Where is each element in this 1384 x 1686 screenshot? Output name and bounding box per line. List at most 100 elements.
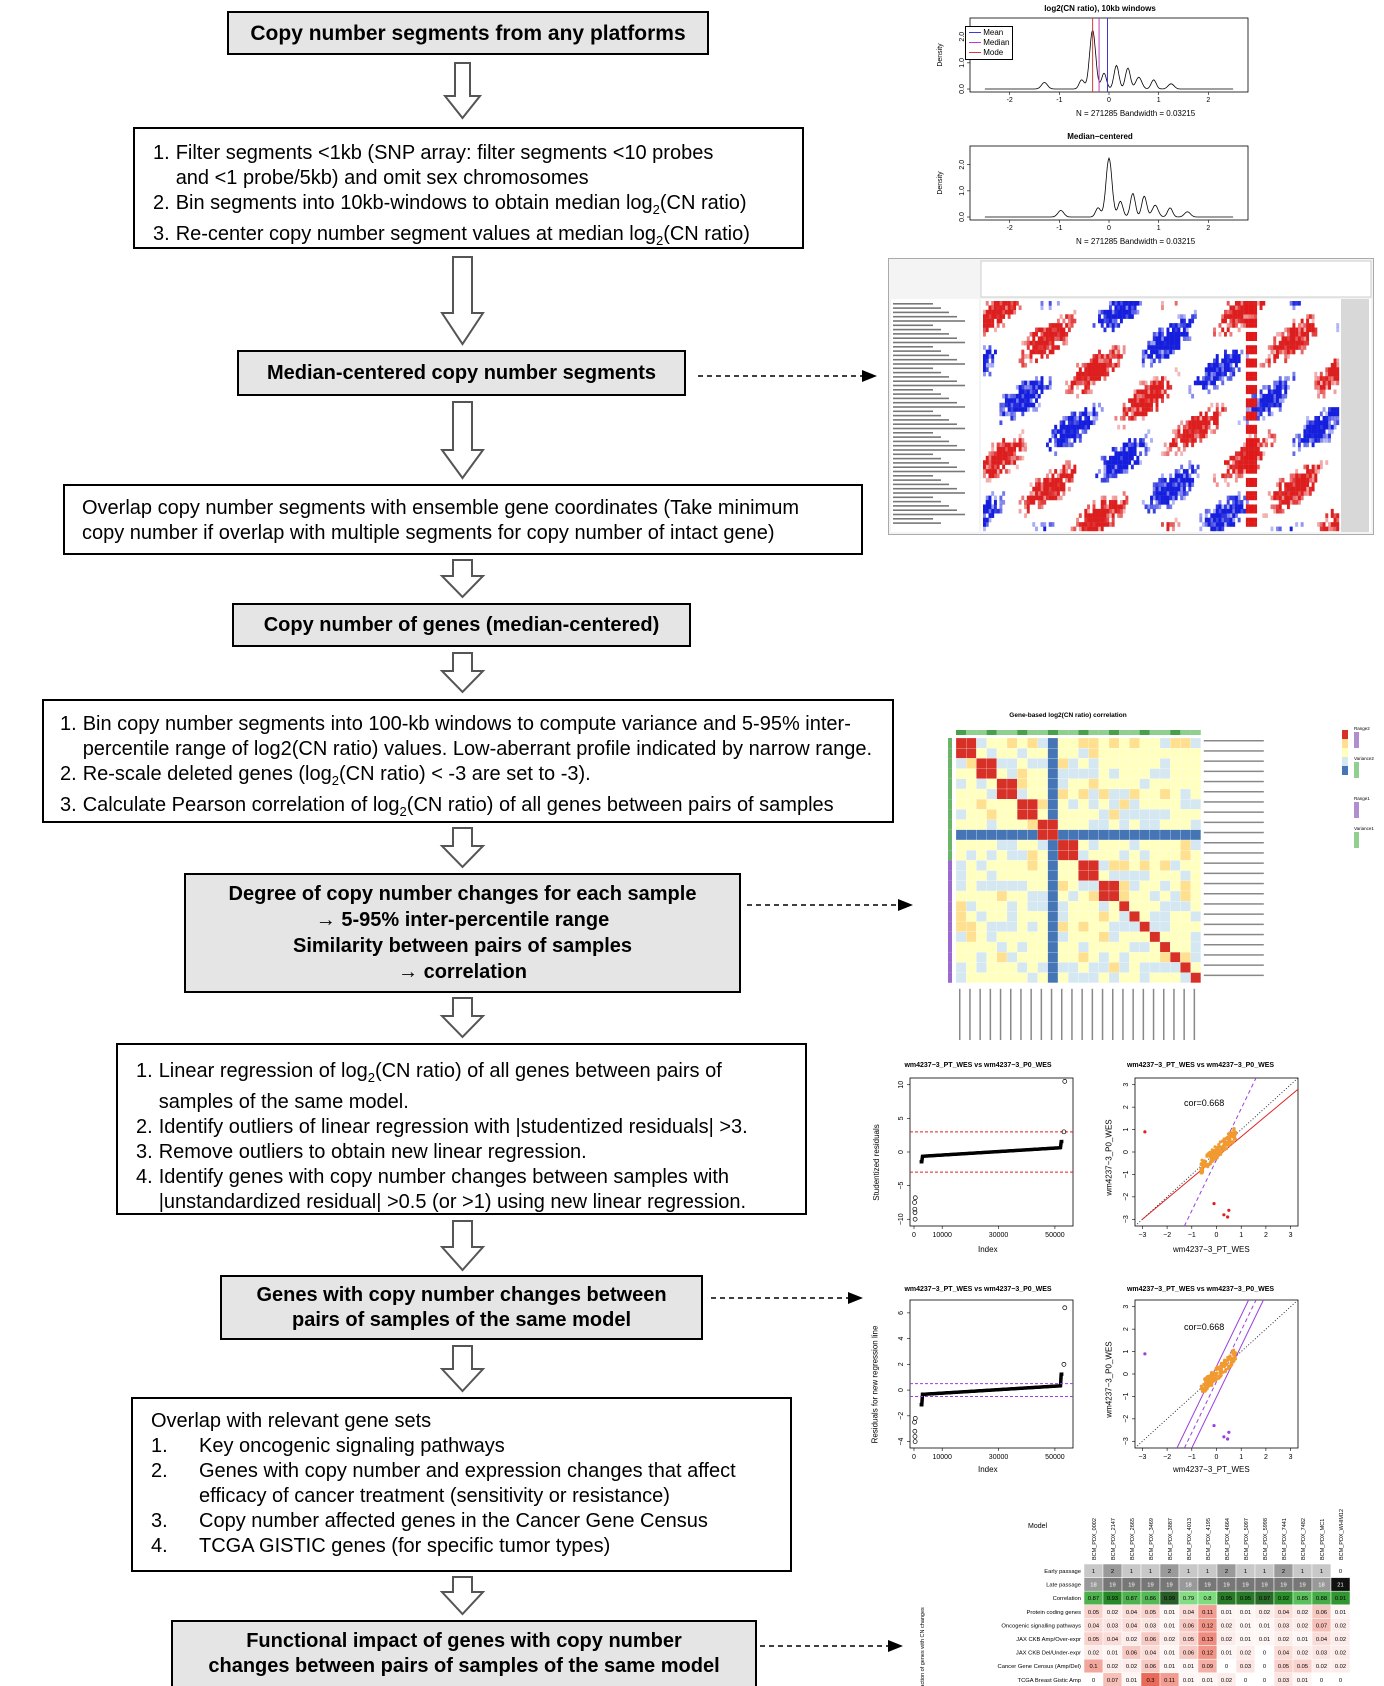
col-label — [1173, 988, 1175, 1040]
table-value: 1 — [1187, 1569, 1190, 1575]
cn-cell — [988, 309, 992, 315]
row-label: JAX CKB Del/Under-expr — [1016, 1651, 1081, 1657]
table-value: 0.02 — [1164, 1637, 1175, 1643]
cn-cell — [1303, 336, 1307, 342]
gene-point — [1228, 1354, 1232, 1358]
corr-cell — [1108, 921, 1120, 932]
side-label: Fraction of genes with CN changes — [920, 1607, 926, 1686]
corr-cell — [1057, 972, 1069, 983]
cn-cell — [1106, 464, 1110, 470]
cn-cell — [1114, 451, 1118, 457]
corr-cell — [1057, 962, 1069, 973]
cn-cell — [1262, 513, 1266, 518]
cn-cell — [1103, 371, 1107, 377]
corr-cell — [955, 768, 967, 779]
cn-cell — [1150, 504, 1153, 510]
cn-cell — [1084, 508, 1088, 514]
corr-cell — [1037, 972, 1048, 983]
arrow-down-5 — [439, 652, 486, 694]
side-annotation — [948, 748, 952, 759]
cn-cell — [1171, 495, 1175, 501]
cn-cell — [1248, 411, 1252, 417]
cn-cell — [1180, 464, 1184, 470]
cn-cell — [991, 491, 995, 496]
cn-cell — [1292, 323, 1296, 328]
corr-cell — [1068, 931, 1079, 943]
y-tick-label: 0.0 — [959, 84, 966, 94]
cn-cell — [1067, 429, 1071, 434]
cn-cell — [1081, 420, 1085, 426]
cn-cell — [1111, 473, 1115, 479]
cn-cell — [1111, 460, 1115, 465]
cn-cell — [1303, 442, 1307, 448]
y-tick-label: 4 — [898, 1337, 905, 1341]
cn-cell — [1054, 442, 1058, 448]
cn-cell — [999, 495, 1003, 501]
cn-cell — [1056, 327, 1060, 333]
cn-cell — [1084, 376, 1088, 381]
corr-cell — [966, 850, 977, 861]
cn-cell — [1207, 424, 1211, 430]
x-tick-label: 30000 — [989, 1454, 1009, 1461]
cn-cell — [1100, 526, 1104, 532]
y-tick-label: 1.0 — [959, 58, 966, 68]
corr-cell — [1068, 809, 1079, 820]
cn-cell — [1330, 526, 1334, 532]
cn-cell — [988, 508, 992, 514]
cn-cell — [1188, 438, 1192, 443]
cn-cell — [999, 411, 1003, 417]
cn-cell — [1223, 508, 1227, 514]
cn-cell — [1161, 398, 1164, 403]
cn-cell — [1185, 323, 1189, 328]
cn-cell — [1117, 469, 1121, 474]
cn-cell — [1215, 354, 1219, 359]
x-tick-label: 0 — [912, 1232, 916, 1239]
cn-cell — [1234, 477, 1238, 483]
cn-cell — [1251, 491, 1255, 496]
cn-cell — [1221, 314, 1225, 319]
cn-cell — [1054, 429, 1058, 434]
table-value: 0.02 — [1107, 1610, 1118, 1616]
cn-cell — [1254, 331, 1258, 337]
corr-cell — [996, 931, 1008, 943]
corr-cell — [1057, 819, 1069, 830]
corr-cell — [1108, 901, 1120, 912]
corr-cell — [1027, 788, 1038, 800]
cn-cell — [1297, 301, 1301, 306]
cn-cell — [1229, 318, 1233, 324]
cn-cell — [1111, 362, 1115, 368]
cn-cell — [1306, 438, 1310, 443]
table-value: 1 — [1263, 1569, 1266, 1575]
table-value: 19 — [1223, 1583, 1229, 1589]
gene-point — [1213, 1377, 1217, 1381]
cn-cell — [999, 455, 1003, 461]
cn-cell — [1108, 362, 1112, 368]
cn-cell — [1182, 327, 1186, 333]
cn-cell — [1196, 429, 1200, 434]
cn-cell — [1065, 438, 1069, 443]
corr-cell — [1017, 941, 1028, 953]
cn-cell — [1155, 340, 1159, 346]
cn-cell — [1139, 411, 1143, 417]
gene-point — [1213, 1145, 1217, 1149]
cn-cell — [1147, 429, 1151, 434]
cn-cell — [1292, 301, 1296, 306]
table-value: 1 — [1149, 1569, 1152, 1575]
cn-cell — [1125, 301, 1129, 306]
cn-cell — [1067, 473, 1071, 479]
cn-cell — [1161, 522, 1164, 527]
cn-cell — [1292, 318, 1296, 324]
cn-cell — [1141, 393, 1145, 399]
correlation-heatmap: Gene-based log2(CN ratio) correlation Ra… — [918, 710, 1384, 1040]
cn-cell — [1292, 500, 1296, 505]
cn-cell — [1325, 385, 1329, 390]
cn-cell — [1002, 411, 1006, 417]
corr-cell — [986, 931, 997, 943]
cn-cell — [983, 309, 986, 315]
gene-point — [1217, 1367, 1221, 1371]
table-value: 0.11 — [1164, 1678, 1175, 1684]
cn-cell — [1026, 340, 1030, 346]
cn-cell — [996, 318, 1000, 324]
cn-cell — [1286, 482, 1290, 487]
corr-cell — [1159, 829, 1171, 841]
